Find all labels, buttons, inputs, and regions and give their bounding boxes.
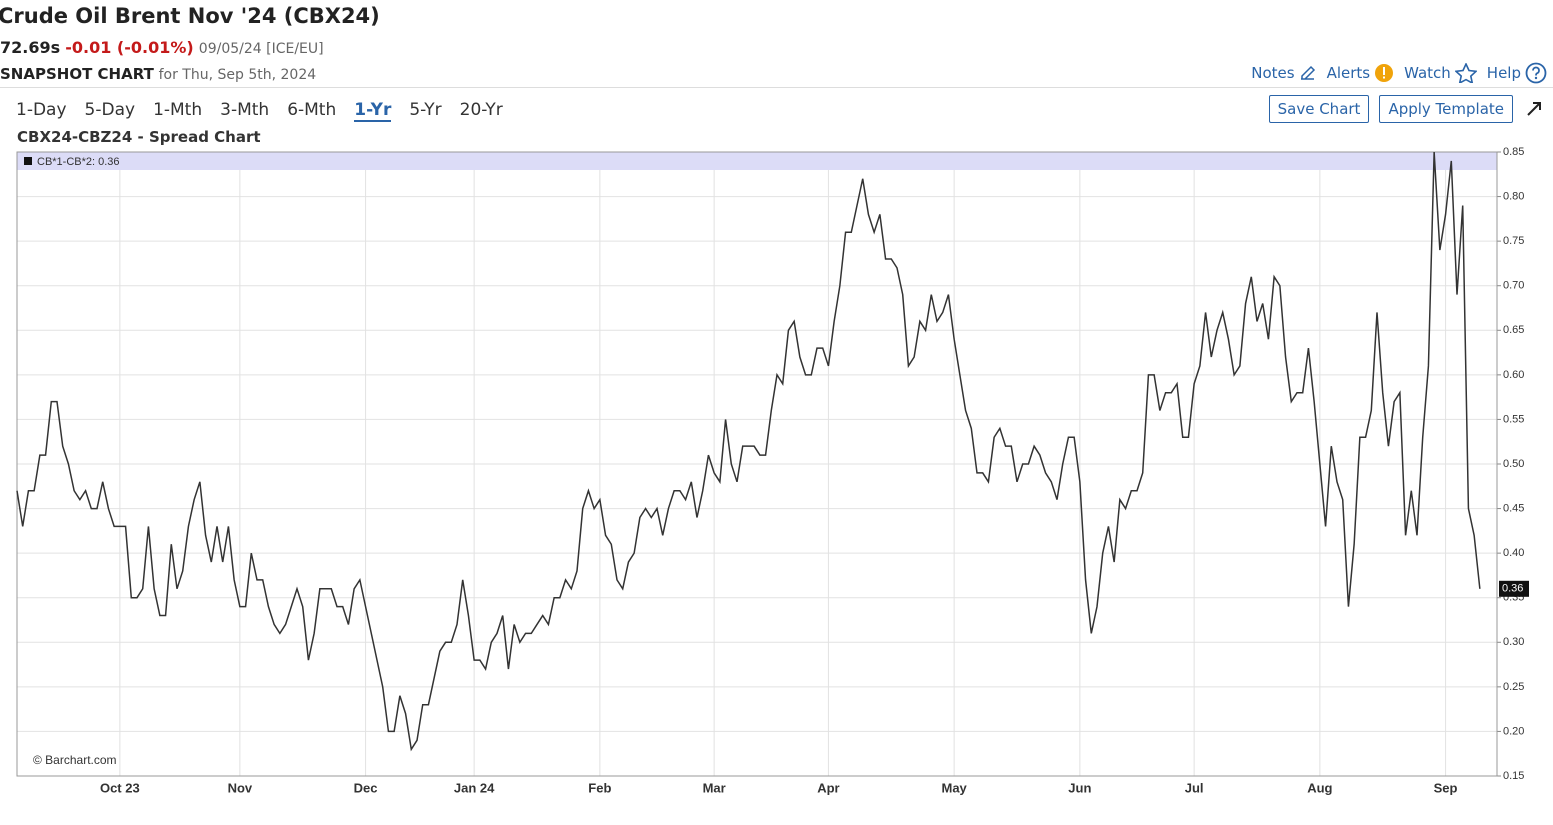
x-tick-label: Jan 24 [454,780,495,795]
chart-title: CBX24-CBZ24 - Spread Chart [17,128,261,146]
y-tick-label: 0.55 [1503,413,1524,425]
y-tick-label: 0.45 [1503,502,1524,514]
y-tick-label: 0.25 [1503,681,1524,693]
snapshot-label: SNAPSHOT CHART [0,65,154,83]
help-link[interactable]: Help [1487,62,1547,84]
x-tick-label: Dec [354,780,378,795]
separator [0,87,1553,88]
snapshot: SNAPSHOT CHART for Thu, Sep 5th, 2024 [0,65,316,83]
last-value-box [1499,580,1529,597]
period-tab[interactable]: 6-Mth [287,100,337,120]
legend-band [17,152,1497,170]
period-tab[interactable]: 3-Mth [220,100,270,120]
period-tab[interactable]: 1-Yr [354,100,392,122]
link-text: Help [1486,64,1521,82]
watch-link[interactable]: Watch [1404,63,1477,83]
title: Crude Oil Brent Nov '24 (CBX24) [0,4,380,28]
save-chart-button[interactable]: Save Chart [1268,95,1370,123]
x-tick-label: Aug [1307,780,1332,795]
period-tab[interactable]: 1-Mth [153,100,203,120]
quote-date: 09/05/24 [ICE/EU] [198,41,324,57]
change: -0.01 (-0.01%) [65,38,194,57]
y-tick-label: 0.85 [1503,146,1524,158]
link-text: Watch [1404,64,1451,82]
y-tick-label: 0.80 [1503,190,1524,202]
y-tick-label: 0.70 [1503,280,1524,292]
period-tabs: 1-Day 5-Day 1-Mth 3-Mth 6-Mth 1-Yr 5-Yr 20-Yr [16,100,503,122]
x-tick-label: Mar [703,780,726,795]
snapshot-date: for Thu, Sep 5th, 2024 [158,67,317,83]
x-tick-label: Jun [1068,780,1091,795]
x-tick-label: Nov [228,780,253,795]
x-tick-label: Sep [1434,780,1458,795]
y-tick-label: 0.30 [1503,636,1524,648]
x-tick-label: Jul [1185,780,1204,795]
links: Notes Alerts Watch Help [1251,62,1547,84]
y-tick-label: 0.40 [1503,547,1524,559]
period-tab[interactable]: 5-Yr [409,100,442,120]
x-tick-label: May [941,780,967,795]
credit: © Barchart.com [33,753,117,767]
link-text: Notes [1251,64,1295,82]
x-tick-label: Apr [817,780,839,795]
expand-icon[interactable] [1525,100,1543,118]
last-value-label: 0.36 [1502,583,1523,595]
alert-icon [1375,64,1394,82]
y-tick-label: 0.75 [1503,235,1524,247]
apply-template-button[interactable]: Apply Template [1379,95,1513,123]
legend-text: CB*1-CB*2: 0.36 [37,156,120,168]
alerts-link[interactable]: Alerts [1327,63,1395,83]
y-tick-label: 0.60 [1503,369,1524,381]
y-tick-label: 0.65 [1503,324,1524,336]
x-tick-label: Oct 23 [100,780,140,795]
notes-link[interactable]: Notes [1251,64,1316,82]
plot-frame [16,151,1498,777]
x-tick-label: Feb [588,780,611,795]
y-tick-label: 0.20 [1503,725,1524,737]
y-tick-label: 0.15 [1503,770,1524,782]
spread-line [16,151,1481,752]
period-tab[interactable]: 1-Day [16,100,67,120]
star-icon [1454,63,1477,83]
link-text: Alerts [1326,64,1371,82]
price: 72.69s [0,38,61,57]
help-icon [1525,62,1547,84]
quote: 72.69s -0.01 (-0.01%) 09/05/24 [ICE/EU] [0,38,324,57]
pencil-icon [1300,65,1315,80]
period-tab[interactable]: 20-Yr [459,100,503,120]
y-tick-label: 0.50 [1503,458,1524,470]
buttons: Save Chart Apply Template [1268,95,1513,123]
legend-swatch [24,157,32,165]
period-tab[interactable]: 5-Day [84,100,136,120]
